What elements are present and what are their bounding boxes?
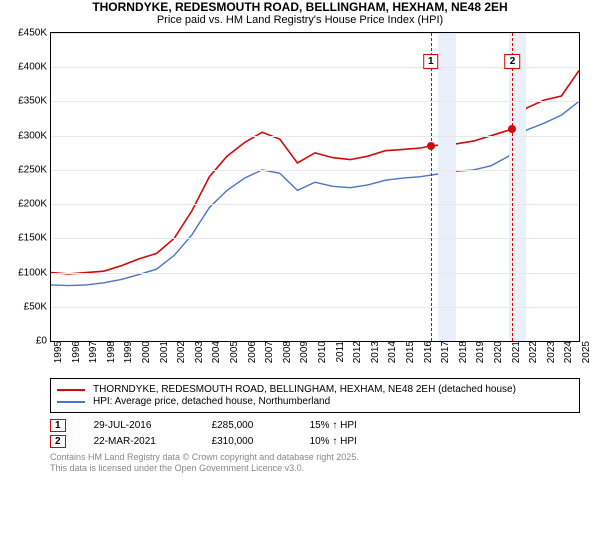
x-tick-label: 2000 <box>139 341 152 363</box>
y-tick-label: £300K <box>18 130 51 141</box>
footer-line-1: Contains HM Land Registry data © Crown c… <box>50 452 580 463</box>
gridline-h <box>51 136 579 137</box>
x-tick-label: 2010 <box>315 341 328 363</box>
x-tick-label: 2019 <box>473 341 486 363</box>
sale-date: 22-MAR-2021 <box>94 436 184 447</box>
y-tick-label: £0 <box>36 336 51 347</box>
x-tick-label: 2015 <box>403 341 416 363</box>
gridline-h <box>51 273 579 274</box>
x-tick-label: 2023 <box>544 341 557 363</box>
x-tick-label: 2002 <box>174 341 187 363</box>
shaded-band <box>438 33 456 341</box>
sale-delta: 10% ↑ HPI <box>310 436 357 447</box>
x-tick-label: 2017 <box>438 341 451 363</box>
marker-line <box>431 33 432 341</box>
x-tick-label: 2012 <box>350 341 363 363</box>
y-tick-label: £350K <box>18 96 51 107</box>
x-tick-label: 2008 <box>280 341 293 363</box>
sale-marker: 2 <box>50 435 66 448</box>
series-hpi <box>51 101 579 285</box>
legend-row: HPI: Average price, detached house, Nort… <box>57 396 573 407</box>
x-tick-label: 2022 <box>526 341 539 363</box>
x-tick-label: 2003 <box>192 341 205 363</box>
x-tick-label: 2005 <box>227 341 240 363</box>
footer: Contains HM Land Registry data © Crown c… <box>50 452 580 475</box>
legend: THORNDYKE, REDESMOUTH ROAD, BELLINGHAM, … <box>50 378 580 413</box>
gridline-h <box>51 204 579 205</box>
legend-row: THORNDYKE, REDESMOUTH ROAD, BELLINGHAM, … <box>57 384 573 395</box>
sale-price: £310,000 <box>212 436 282 447</box>
x-tick-label: 2006 <box>245 341 258 363</box>
chart-subtitle: Price paid vs. HM Land Registry's House … <box>0 14 600 26</box>
chart-container: THORNDYKE, REDESMOUTH ROAD, BELLINGHAM, … <box>0 0 600 560</box>
sale-delta: 15% ↑ HPI <box>310 420 357 431</box>
x-tick-label: 2018 <box>456 341 469 363</box>
y-tick-label: £150K <box>18 233 51 244</box>
gridline-h <box>51 238 579 239</box>
footer-line-2: This data is licensed under the Open Gov… <box>50 463 580 474</box>
x-tick-label: 2011 <box>333 341 346 363</box>
gridline-h <box>51 67 579 68</box>
x-tick-label: 2014 <box>385 341 398 363</box>
chart-plot-area: £0£50K£100K£150K£200K£250K£300K£350K£400… <box>50 32 580 342</box>
sale-price: £285,000 <box>212 420 282 431</box>
x-tick-label: 1996 <box>69 341 82 363</box>
x-tick-label: 2024 <box>561 341 574 363</box>
sale-point <box>508 125 516 133</box>
gridline-h <box>51 170 579 171</box>
chart-title: THORNDYKE, REDESMOUTH ROAD, BELLINGHAM, … <box>0 0 600 14</box>
series-property <box>51 71 579 274</box>
sale-point <box>427 142 435 150</box>
y-tick-label: £50K <box>24 301 51 312</box>
sale-date: 29-JUL-2016 <box>94 420 184 431</box>
chart-lines-svg <box>51 33 579 341</box>
x-tick-label: 2001 <box>157 341 170 363</box>
x-tick-label: 2004 <box>209 341 222 363</box>
shaded-band <box>509 33 527 341</box>
marker-line <box>512 33 513 341</box>
x-tick-label: 2007 <box>262 341 275 363</box>
legend-label: THORNDYKE, REDESMOUTH ROAD, BELLINGHAM, … <box>93 384 516 395</box>
x-tick-label: 2013 <box>368 341 381 363</box>
legend-swatch <box>57 389 85 391</box>
x-tick-label: 2016 <box>421 341 434 363</box>
sale-row: 2 22-MAR-2021 £310,000 10% ↑ HPI <box>50 435 580 448</box>
gridline-h <box>51 101 579 102</box>
sale-marker: 1 <box>50 419 66 432</box>
x-tick-label: 2021 <box>509 341 522 363</box>
y-tick-label: £250K <box>18 164 51 175</box>
x-tick-label: 1995 <box>51 341 64 363</box>
y-tick-label: £100K <box>18 267 51 278</box>
x-tick-label: 2025 <box>579 341 592 363</box>
marker-label: 2 <box>505 54 521 69</box>
x-tick-label: 1998 <box>104 341 117 363</box>
legend-label: HPI: Average price, detached house, Nort… <box>93 396 330 407</box>
y-tick-label: £400K <box>18 62 51 73</box>
y-tick-label: £450K <box>18 28 51 39</box>
marker-label: 1 <box>423 54 439 69</box>
x-tick-label: 1999 <box>121 341 134 363</box>
sale-row: 1 29-JUL-2016 £285,000 15% ↑ HPI <box>50 419 580 432</box>
sales-table: 1 29-JUL-2016 £285,000 15% ↑ HPI 2 22-MAR-202… <box>50 419 580 448</box>
x-tick-label: 2009 <box>297 341 310 363</box>
x-tick-label: 1997 <box>86 341 99 363</box>
x-tick-label: 2020 <box>491 341 504 363</box>
legend-swatch <box>57 401 85 403</box>
gridline-h <box>51 307 579 308</box>
gridline-h <box>51 33 579 34</box>
y-tick-label: £200K <box>18 199 51 210</box>
